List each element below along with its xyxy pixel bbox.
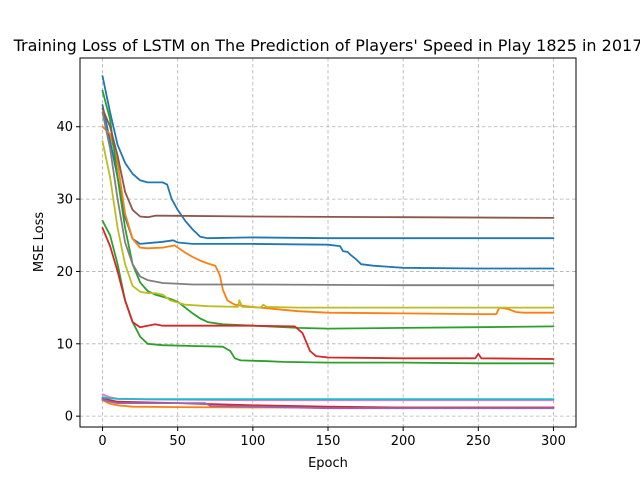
- x-axis-label: Epoch: [308, 456, 348, 471]
- series-line-7: [101, 227, 555, 360]
- series-line-14: [101, 396, 555, 400]
- y-tick-label: 30: [56, 193, 73, 208]
- series-line-9: [101, 398, 555, 410]
- x-tick-label: 50: [169, 434, 186, 449]
- series-line-13: [101, 140, 555, 309]
- y-tick-label: 20: [56, 265, 73, 280]
- series-line-12: [101, 111, 555, 287]
- y-tick-label: 10: [56, 337, 73, 352]
- y-axis-label: MSE Loss: [32, 212, 47, 273]
- x-tick-label: 300: [541, 434, 566, 449]
- x-tick-label: 250: [466, 434, 491, 449]
- ticks: 0 50 100 150 200 250 300 0 10 20 30 40: [56, 120, 565, 449]
- grid: [80, 58, 576, 427]
- series-line-10: [101, 107, 555, 219]
- x-tick-label: 200: [391, 434, 416, 449]
- x-tick-label: 100: [240, 434, 265, 449]
- series-line-1: [101, 75, 555, 240]
- x-tick-label: 0: [98, 434, 106, 449]
- series-group: [101, 75, 555, 410]
- series-line-6: [101, 89, 555, 330]
- chart-title: Training Loss of LSTM on The Prediction …: [13, 36, 640, 55]
- series-line-3: [101, 125, 555, 315]
- y-tick-label: 40: [56, 120, 73, 135]
- x-tick-label: 150: [316, 434, 341, 449]
- y-tick-label: 0: [65, 410, 73, 425]
